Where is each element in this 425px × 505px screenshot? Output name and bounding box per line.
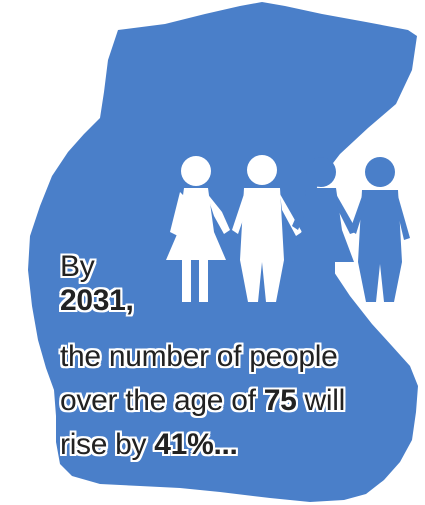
statement-line-3: the number of people [60,340,338,374]
man-figure-white [232,155,302,302]
rise-prefix-text: rise by [60,428,155,461]
woman-figure-white [166,156,230,302]
age-value: 75 [263,384,297,417]
statement-line-4: over the age of 75 will [60,384,345,418]
statement-line-5: rise by 41%... [60,428,238,462]
age-suffix-text: will [296,384,346,417]
statement-line-1: By [60,250,95,284]
year-text: 2031, [60,284,134,317]
number-of-people-text: the number of people [60,340,338,373]
woman-figure-blue [292,157,356,302]
statement-line-2: 2031, [60,284,134,318]
rise-percent: 41%... [154,428,238,461]
by-text: By [60,250,95,283]
age-prefix-text: over the age of [60,384,264,417]
man-figure-blue [350,157,410,302]
